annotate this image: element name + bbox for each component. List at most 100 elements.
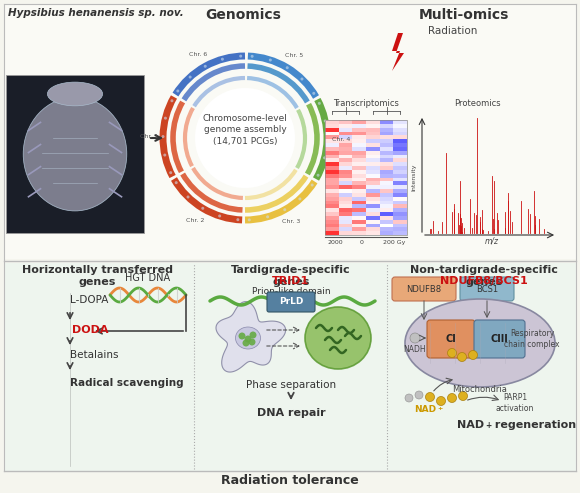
Bar — [339, 177, 352, 181]
Bar — [325, 181, 339, 185]
Bar — [380, 223, 393, 227]
Bar — [366, 136, 380, 139]
Bar — [325, 147, 339, 151]
Ellipse shape — [235, 327, 260, 349]
Text: TRID1: TRID1 — [273, 276, 310, 286]
Bar — [325, 151, 339, 154]
Bar — [366, 227, 380, 231]
Text: Mitochondria: Mitochondria — [452, 385, 508, 393]
Circle shape — [187, 196, 190, 199]
Text: HGT DNA: HGT DNA — [125, 273, 171, 283]
Bar — [393, 208, 407, 212]
Text: regeneration: regeneration — [491, 420, 576, 430]
Bar — [352, 162, 366, 166]
Text: BCS1: BCS1 — [476, 284, 498, 293]
Bar — [325, 223, 339, 227]
Bar — [352, 174, 366, 177]
Bar — [339, 174, 352, 177]
Bar — [339, 170, 352, 174]
Bar — [325, 143, 339, 147]
Bar — [380, 227, 393, 231]
Circle shape — [323, 156, 326, 159]
Bar — [366, 212, 380, 216]
Bar — [339, 124, 352, 128]
FancyBboxPatch shape — [392, 277, 456, 301]
Bar — [366, 197, 380, 201]
Bar — [325, 124, 339, 128]
Circle shape — [283, 208, 287, 211]
Circle shape — [239, 55, 242, 58]
Bar — [325, 162, 339, 166]
Bar — [352, 220, 366, 223]
Bar — [352, 204, 366, 208]
Circle shape — [251, 55, 253, 58]
Bar — [339, 143, 352, 147]
Circle shape — [201, 207, 204, 210]
Text: Prion-like domain: Prion-like domain — [252, 286, 331, 295]
Bar — [380, 216, 393, 220]
Bar — [393, 128, 407, 132]
Text: NAD: NAD — [457, 420, 484, 430]
Bar — [352, 212, 366, 216]
Bar — [393, 139, 407, 143]
Bar — [393, 185, 407, 189]
Bar — [380, 181, 393, 185]
Bar — [352, 166, 366, 170]
Bar — [325, 208, 339, 212]
Circle shape — [448, 349, 456, 357]
Bar — [352, 128, 366, 132]
Bar — [325, 174, 339, 177]
Circle shape — [176, 89, 179, 93]
FancyBboxPatch shape — [4, 4, 576, 259]
Bar — [339, 132, 352, 136]
Bar — [393, 220, 407, 223]
Bar — [393, 151, 407, 154]
Bar — [339, 212, 352, 216]
Circle shape — [169, 171, 172, 174]
Circle shape — [238, 332, 245, 340]
Bar — [325, 132, 339, 136]
Bar — [393, 170, 407, 174]
Circle shape — [324, 119, 327, 122]
Bar — [325, 166, 339, 170]
Bar — [366, 132, 380, 136]
Bar — [393, 154, 407, 158]
Bar — [393, 204, 407, 208]
Circle shape — [218, 214, 221, 217]
Circle shape — [195, 88, 295, 188]
Bar — [366, 139, 380, 143]
Bar — [393, 120, 407, 124]
Bar — [325, 189, 339, 193]
Bar — [366, 177, 380, 181]
Bar — [339, 151, 352, 154]
Circle shape — [204, 65, 206, 68]
Bar — [380, 201, 393, 204]
Text: 0: 0 — [360, 240, 364, 245]
Bar — [380, 143, 393, 147]
Text: Chr. 2: Chr. 2 — [186, 218, 205, 223]
Bar — [380, 220, 393, 223]
Text: Betalains: Betalains — [70, 350, 118, 360]
Text: +: + — [437, 406, 442, 411]
Bar — [393, 147, 407, 151]
Circle shape — [248, 339, 256, 346]
Bar — [325, 158, 339, 162]
Bar — [380, 151, 393, 154]
Circle shape — [221, 58, 224, 61]
Bar — [339, 220, 352, 223]
Bar — [325, 197, 339, 201]
Bar — [325, 154, 339, 158]
FancyBboxPatch shape — [427, 320, 475, 358]
Bar — [352, 139, 366, 143]
Circle shape — [298, 197, 302, 201]
Text: Chr. 3: Chr. 3 — [282, 219, 300, 224]
Bar — [366, 174, 380, 177]
Bar — [393, 223, 407, 227]
Bar — [352, 193, 366, 197]
Circle shape — [161, 135, 165, 138]
Bar — [393, 166, 407, 170]
Bar — [352, 154, 366, 158]
Bar — [339, 120, 352, 124]
Circle shape — [469, 351, 477, 359]
Bar — [339, 166, 352, 170]
